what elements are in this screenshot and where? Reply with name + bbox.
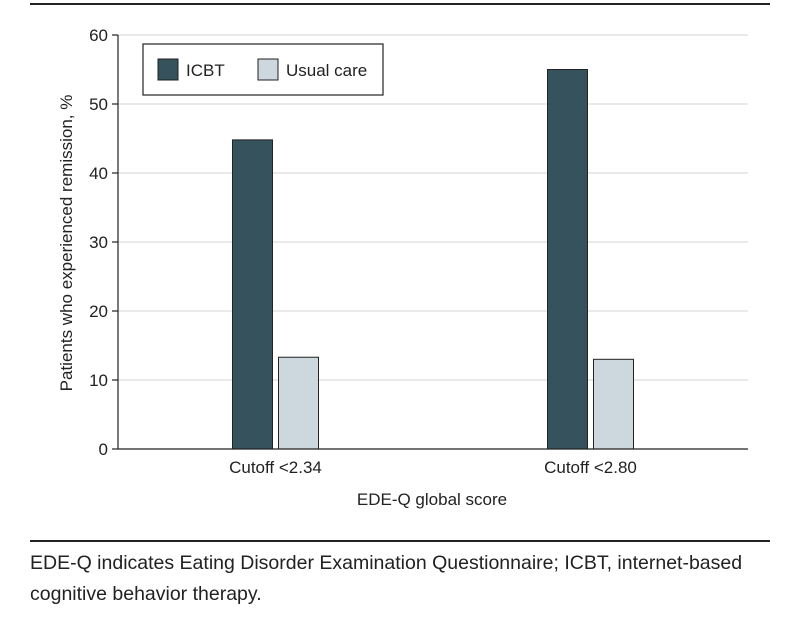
x-axis-label: EDE-Q global score [357, 490, 507, 509]
x-tick-label: Cutoff <2.80 [544, 458, 637, 477]
legend-swatch-usual-care [257, 58, 279, 81]
bar-usual-care-2 [593, 358, 634, 450]
x-axis: Cutoff <2.34 Cutoff <2.80 [118, 448, 748, 477]
gridlines [118, 34, 748, 381]
y-tick-label: 10 [89, 371, 108, 390]
x-tick-label: Cutoff <2.34 [229, 458, 322, 477]
bar-icbt-2 [547, 69, 588, 450]
y-tick-label: 30 [89, 233, 108, 252]
bar-icbt-1 [232, 139, 273, 450]
bar-chart: 0 10 20 30 40 50 60 Cutoff <2.34 Cutoff <2.80 P… [57, 26, 748, 509]
legend-label-usual-care: Usual care [286, 61, 367, 80]
y-tick-label: 60 [89, 26, 108, 45]
caption-rule [30, 540, 770, 542]
y-tick-label: 20 [89, 302, 108, 321]
y-tick-label: 0 [99, 440, 108, 459]
legend-label-icbt: ICBT [186, 61, 225, 80]
bars [232, 69, 634, 450]
bar-usual-care-1 [278, 356, 319, 450]
y-axis-label: Patients who experienced remission, % [57, 95, 76, 392]
y-tick-label: 50 [89, 95, 108, 114]
y-axis: 0 10 20 30 40 50 60 [89, 26, 119, 459]
top-rule [30, 3, 770, 5]
figure-caption: EDE-Q indicates Eating Disorder Examinat… [30, 552, 743, 605]
legend: ICBT Usual care [142, 43, 384, 96]
y-tick-label: 40 [89, 164, 108, 183]
legend-swatch-icbt [157, 58, 179, 81]
